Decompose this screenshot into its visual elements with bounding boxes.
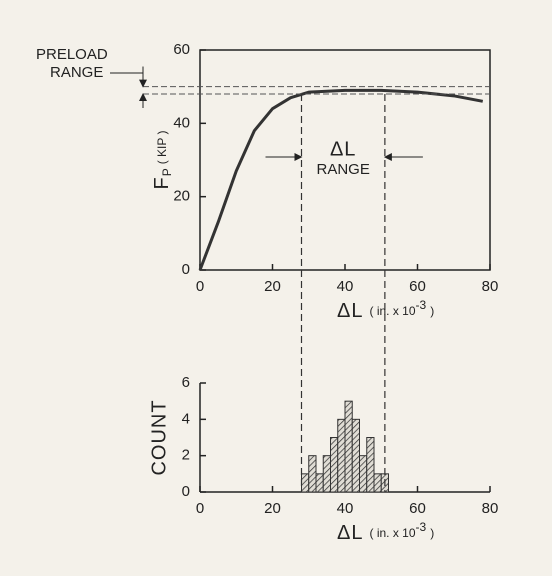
bar xyxy=(351,418,360,493)
y-tick-label: 0 xyxy=(182,483,190,500)
x-tick-label: 60 xyxy=(409,278,426,295)
x-tick-label: 0 xyxy=(196,278,204,295)
x-tick-label: 20 xyxy=(264,500,281,517)
y-axis-label: FP ( KIP ) xyxy=(151,130,174,189)
x-label-unit: ( in. x 10 xyxy=(369,526,415,540)
x-tick-label: 40 xyxy=(337,500,354,517)
x-tick-label: 20 xyxy=(264,278,281,295)
y-tick-label: 6 xyxy=(182,374,190,391)
x-label-exp: -3 xyxy=(416,520,427,534)
x-tick-label: 60 xyxy=(409,500,426,517)
bar xyxy=(366,437,375,493)
x-label-unit: ( in. x 10 xyxy=(369,304,415,318)
y-tick-label: 20 xyxy=(173,188,190,205)
x-tick-label: 80 xyxy=(482,500,499,517)
bar xyxy=(344,400,353,493)
y-axis-label: COUNT xyxy=(148,399,170,475)
x-label-close: ) xyxy=(430,304,434,318)
y-tick-label: 4 xyxy=(182,410,190,427)
bar xyxy=(315,473,324,493)
y-tick-label: 0 xyxy=(182,261,190,278)
y-tick-label: 2 xyxy=(182,447,190,464)
preload-leader xyxy=(110,66,144,74)
x-tick-label: 0 xyxy=(196,500,204,517)
bar xyxy=(330,437,339,493)
y-label-main: F xyxy=(151,176,173,189)
bar xyxy=(308,455,317,493)
bar xyxy=(359,455,368,493)
x-tick-label: 80 xyxy=(482,278,499,295)
preload-label: RANGE xyxy=(50,64,103,81)
x-tick-label: 40 xyxy=(337,278,354,295)
x-label-close: ) xyxy=(430,526,434,540)
x-label-main: ΔL xyxy=(337,300,363,322)
range-label: ΔL xyxy=(330,138,356,160)
bar xyxy=(373,473,382,493)
range-label: RANGE xyxy=(317,161,370,178)
x-axis-label: ΔL ( in. x 10-3) xyxy=(337,520,434,544)
bar xyxy=(322,455,331,493)
x-label-exp: -3 xyxy=(416,298,427,312)
curve xyxy=(198,88,484,271)
x-axis-label: ΔL ( in. x 10-3) xyxy=(337,298,434,322)
y-label-sub: P xyxy=(160,168,174,176)
y-label-unit: ( KIP ) xyxy=(155,130,169,164)
x-label-main: ΔL xyxy=(337,522,363,544)
bar xyxy=(337,418,346,493)
y-tick-label: 60 xyxy=(173,41,190,58)
y-tick-label: 40 xyxy=(173,114,190,131)
bar xyxy=(301,473,310,493)
preload-label: PRELOAD xyxy=(36,46,108,63)
